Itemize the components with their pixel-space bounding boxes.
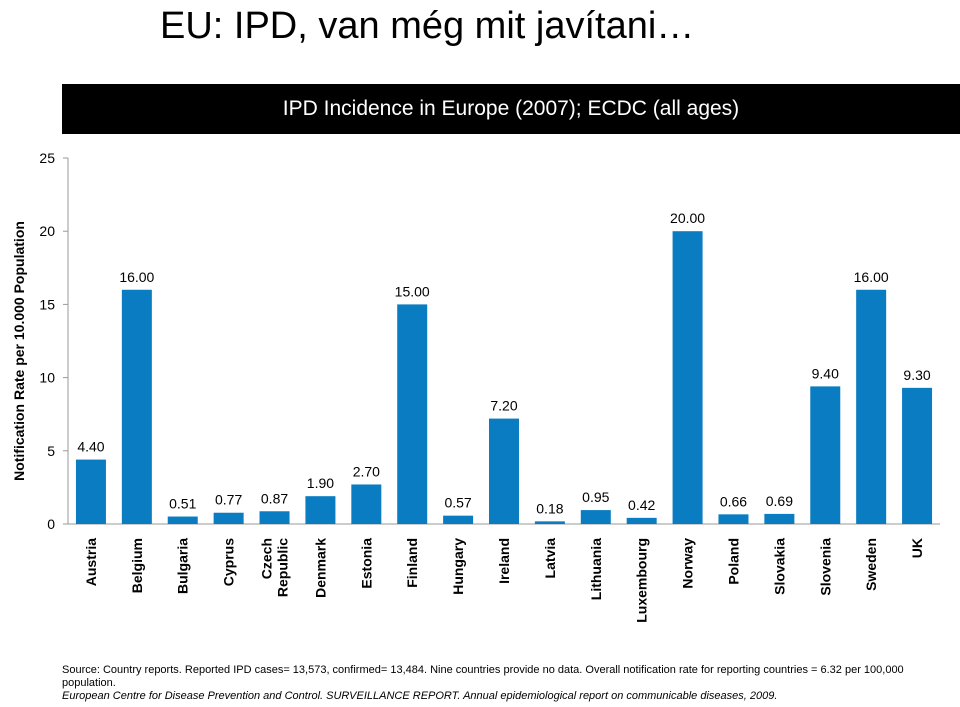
- y-tick-label: 20: [39, 223, 55, 239]
- category-label-line: Norway: [680, 538, 696, 589]
- category-label-line: Sweden: [863, 538, 879, 591]
- bar: [534, 521, 565, 524]
- category-label: Finland: [404, 538, 420, 588]
- data-label: 20.00: [670, 210, 705, 226]
- bar-chart: 0 5 10 15 20 25 Notification Rate per 10.000 P…: [11, 150, 940, 623]
- data-label: 0.66: [720, 493, 747, 509]
- data-label: 0.87: [261, 490, 288, 506]
- data-label: 15.00: [395, 283, 430, 299]
- category-label-line: Denmark: [312, 538, 328, 598]
- y-tick-label: 5: [47, 443, 55, 459]
- category-label: Slovenia: [817, 538, 833, 596]
- source-line: Source: Country reports. Reported IPD ca…: [62, 664, 904, 689]
- bar: [626, 517, 657, 524]
- bar: [810, 386, 841, 524]
- bar: [351, 484, 382, 524]
- bar: [121, 289, 152, 524]
- data-label: 1.90: [307, 475, 334, 491]
- category-label-line: Latvia: [542, 538, 558, 579]
- bar: [167, 516, 198, 524]
- data-label: 0.77: [215, 492, 242, 508]
- data-label: 0.95: [582, 489, 609, 505]
- bar: [856, 289, 887, 524]
- bar: [397, 304, 428, 524]
- category-label: Austria: [83, 538, 99, 586]
- category-label-line: Slovakia: [771, 538, 787, 595]
- slide-title: EU: IPD, van még mit javítani…: [160, 5, 695, 47]
- data-label: 0.51: [169, 496, 196, 512]
- category-label-line: Republic: [275, 538, 291, 597]
- category-label-line: Lithuania: [588, 538, 604, 600]
- bar: [259, 511, 290, 524]
- bar: [489, 418, 519, 524]
- category-label: Norway: [680, 538, 696, 589]
- category-label-line: Hungary: [450, 538, 466, 595]
- source-notes: Source: Country reports. Reported IPD ca…: [62, 664, 958, 703]
- category-label-line: Luxembourg: [634, 538, 650, 623]
- data-label: 9.40: [812, 365, 839, 381]
- category-label: Slovakia: [771, 538, 787, 595]
- y-axis-label: Notification Rate per 10.000 Population: [11, 221, 27, 481]
- data-label: 16.00: [119, 269, 154, 285]
- category-label: Estonia: [358, 538, 374, 589]
- category-label-line: Belgium: [129, 538, 145, 593]
- y-tick-label: 25: [39, 150, 55, 166]
- y-tick-label: 0: [47, 516, 55, 532]
- category-label: Latvia: [542, 538, 558, 579]
- bar: [902, 387, 933, 524]
- category-label-line: Austria: [83, 538, 99, 586]
- category-label-line: UK: [909, 538, 925, 558]
- category-label: Ireland: [496, 538, 512, 584]
- y-tick-label: 10: [39, 370, 55, 386]
- category-label-line: Czech: [259, 538, 275, 579]
- category-label: Cyprus: [221, 538, 237, 586]
- data-label: 9.30: [903, 367, 930, 383]
- bar: [75, 459, 106, 524]
- category-label: Czech Republic: [259, 538, 291, 597]
- category-label: Bulgaria: [175, 538, 191, 594]
- bar: [580, 510, 611, 524]
- category-label-line: Ireland: [496, 538, 512, 584]
- category-label: Luxembourg: [634, 538, 650, 623]
- data-label: 16.00: [854, 269, 889, 285]
- data-label: 0.57: [444, 495, 471, 511]
- bar: [213, 512, 244, 524]
- data-label: 7.20: [490, 398, 517, 414]
- y-tick-label: 15: [39, 296, 55, 312]
- category-label: Belgium: [129, 538, 145, 593]
- category-label-line: Estonia: [358, 538, 374, 589]
- category-label: Poland: [725, 538, 741, 585]
- chart-title: IPD Incidence in Europe (2007); ECDC (al…: [282, 97, 740, 120]
- category-label-line: Bulgaria: [175, 538, 191, 594]
- data-label: 0.18: [536, 500, 563, 516]
- category-label: Sweden: [863, 538, 879, 591]
- bar: [764, 513, 795, 524]
- data-label: 2.70: [353, 463, 380, 479]
- bar: [718, 514, 749, 524]
- category-label: UK: [909, 538, 925, 558]
- bar: [672, 231, 703, 524]
- category-label-line: Cyprus: [221, 538, 237, 586]
- bar: [443, 515, 474, 524]
- category-label-line: Poland: [725, 538, 741, 585]
- data-label: 4.40: [77, 439, 104, 455]
- category-label: Hungary: [450, 538, 466, 595]
- reference-line: European Centre for Disease Prevention a…: [62, 690, 778, 702]
- chart-title-banner: IPD Incidence in Europe (2007); ECDC (al…: [62, 84, 960, 134]
- data-label: 0.42: [628, 497, 655, 513]
- bar: [305, 496, 336, 524]
- data-label: 0.69: [766, 493, 793, 509]
- category-label-line: Slovenia: [817, 538, 833, 596]
- category-label: Denmark: [312, 538, 328, 598]
- category-label: Lithuania: [588, 538, 604, 600]
- category-label-line: Finland: [404, 538, 420, 588]
